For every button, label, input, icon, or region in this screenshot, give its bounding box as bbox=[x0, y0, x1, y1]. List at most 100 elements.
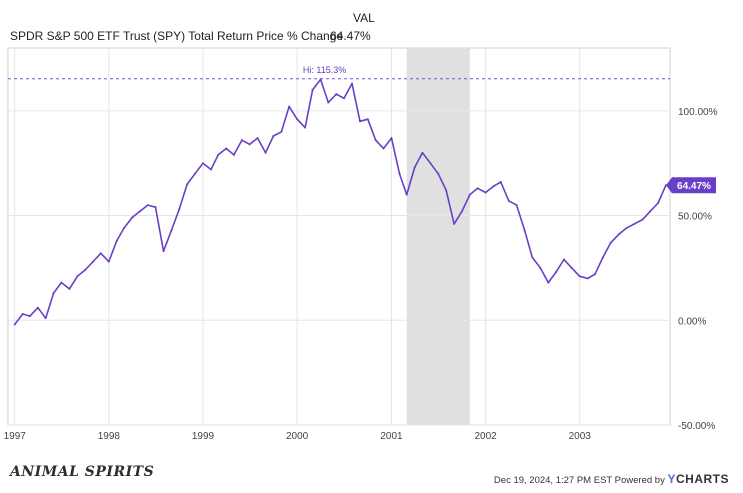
legend-series-label[interactable]: SPDR S&P 500 ETF Trust (SPY) Total Retur… bbox=[10, 29, 344, 43]
data-point[interactable] bbox=[288, 105, 291, 108]
data-point[interactable] bbox=[445, 189, 448, 192]
data-point[interactable] bbox=[563, 258, 566, 261]
ycharts-logo-rest: CHARTS bbox=[676, 472, 729, 486]
data-point[interactable] bbox=[240, 139, 243, 142]
data-point[interactable] bbox=[625, 227, 628, 230]
data-point[interactable] bbox=[319, 78, 322, 81]
x-tick-label: 1999 bbox=[192, 431, 215, 442]
data-point[interactable] bbox=[131, 216, 134, 219]
data-point[interactable] bbox=[609, 241, 612, 244]
data-point[interactable] bbox=[492, 185, 495, 188]
data-point[interactable] bbox=[476, 187, 479, 190]
data-point[interactable] bbox=[398, 172, 401, 175]
data-point[interactable] bbox=[178, 208, 181, 211]
data-point[interactable] bbox=[366, 118, 369, 121]
data-point[interactable] bbox=[437, 172, 440, 175]
data-point[interactable] bbox=[601, 256, 604, 259]
data-point[interactable] bbox=[641, 218, 644, 221]
data-point[interactable] bbox=[84, 269, 87, 272]
data-point[interactable] bbox=[68, 287, 71, 290]
data-point[interactable] bbox=[115, 239, 118, 242]
data-point[interactable] bbox=[44, 317, 47, 320]
data-point[interactable] bbox=[453, 222, 456, 225]
data-point[interactable] bbox=[296, 118, 299, 121]
end-value-tag bbox=[666, 177, 716, 194]
data-point[interactable] bbox=[264, 151, 267, 154]
data-point[interactable] bbox=[13, 323, 16, 326]
data-point[interactable] bbox=[351, 82, 354, 85]
data-point[interactable] bbox=[390, 137, 393, 140]
data-point[interactable] bbox=[186, 183, 189, 186]
x-tick-label: 1998 bbox=[98, 431, 121, 442]
data-point[interactable] bbox=[359, 120, 362, 123]
data-point[interactable] bbox=[193, 172, 196, 175]
data-point[interactable] bbox=[21, 312, 24, 315]
data-point[interactable] bbox=[664, 184, 667, 187]
data-point[interactable] bbox=[586, 277, 589, 280]
data-point[interactable] bbox=[499, 181, 502, 184]
data-point[interactable] bbox=[217, 153, 220, 156]
data-point[interactable] bbox=[547, 281, 550, 284]
data-point[interactable] bbox=[92, 260, 95, 263]
data-point[interactable] bbox=[304, 126, 307, 129]
data-point[interactable] bbox=[123, 227, 126, 230]
data-point[interactable] bbox=[225, 147, 228, 150]
data-point[interactable] bbox=[154, 206, 157, 209]
data-point[interactable] bbox=[570, 266, 573, 269]
data-point[interactable] bbox=[256, 137, 259, 140]
y-tick-label: 0.00% bbox=[678, 316, 706, 327]
data-point[interactable] bbox=[327, 101, 330, 104]
data-point[interactable] bbox=[578, 275, 581, 278]
data-point[interactable] bbox=[146, 204, 149, 207]
data-point[interactable] bbox=[374, 139, 377, 142]
data-point[interactable] bbox=[36, 306, 39, 309]
series-line-spy[interactable] bbox=[14, 78, 667, 325]
data-point[interactable] bbox=[657, 201, 660, 204]
data-point[interactable] bbox=[539, 266, 542, 269]
data-point[interactable] bbox=[405, 193, 408, 196]
footer-attribution: Dec 19, 2024, 1:27 PM EST Powered by YCH… bbox=[494, 472, 729, 486]
data-point[interactable] bbox=[429, 162, 432, 165]
data-point[interactable] bbox=[617, 233, 620, 236]
data-point[interactable] bbox=[484, 191, 487, 194]
data-point[interactable] bbox=[76, 275, 79, 278]
data-point[interactable] bbox=[311, 88, 314, 91]
data-point[interactable] bbox=[272, 134, 275, 137]
data-point[interactable] bbox=[649, 210, 652, 213]
data-point[interactable] bbox=[593, 273, 596, 276]
data-point[interactable] bbox=[343, 97, 346, 100]
data-point[interactable] bbox=[280, 130, 283, 133]
data-point[interactable] bbox=[28, 315, 31, 318]
data-point[interactable] bbox=[460, 210, 463, 213]
data-point[interactable] bbox=[232, 153, 235, 156]
data-point[interactable] bbox=[515, 204, 518, 207]
data-point[interactable] bbox=[382, 147, 385, 150]
data-point[interactable] bbox=[60, 281, 63, 284]
data-point[interactable] bbox=[523, 229, 526, 232]
data-point[interactable] bbox=[138, 210, 141, 213]
data-point[interactable] bbox=[468, 193, 471, 196]
data-point[interactable] bbox=[52, 292, 55, 295]
data-point[interactable] bbox=[99, 252, 102, 255]
recession-shading bbox=[406, 48, 470, 425]
data-point[interactable] bbox=[248, 143, 251, 146]
data-point[interactable] bbox=[162, 250, 165, 253]
x-tick-label: 2003 bbox=[569, 431, 592, 442]
data-point[interactable] bbox=[531, 256, 534, 259]
high-marker-label: Hi: 115.3% bbox=[303, 65, 346, 75]
data-point[interactable] bbox=[421, 151, 424, 154]
plot-area-border bbox=[7, 47, 671, 426]
data-point[interactable] bbox=[170, 229, 173, 232]
x-tick-label: 2002 bbox=[474, 431, 497, 442]
ycharts-logo[interactable]: YCHARTS bbox=[667, 472, 729, 486]
data-point[interactable] bbox=[209, 168, 212, 171]
data-point[interactable] bbox=[107, 260, 110, 263]
data-point[interactable] bbox=[507, 199, 510, 202]
data-point[interactable] bbox=[335, 93, 338, 96]
animal-spirits-logo: ANIMAL SPIRITS bbox=[10, 464, 155, 480]
data-point[interactable] bbox=[413, 166, 416, 169]
data-point[interactable] bbox=[201, 162, 204, 165]
data-point[interactable] bbox=[555, 271, 558, 274]
data-point[interactable] bbox=[633, 222, 636, 225]
